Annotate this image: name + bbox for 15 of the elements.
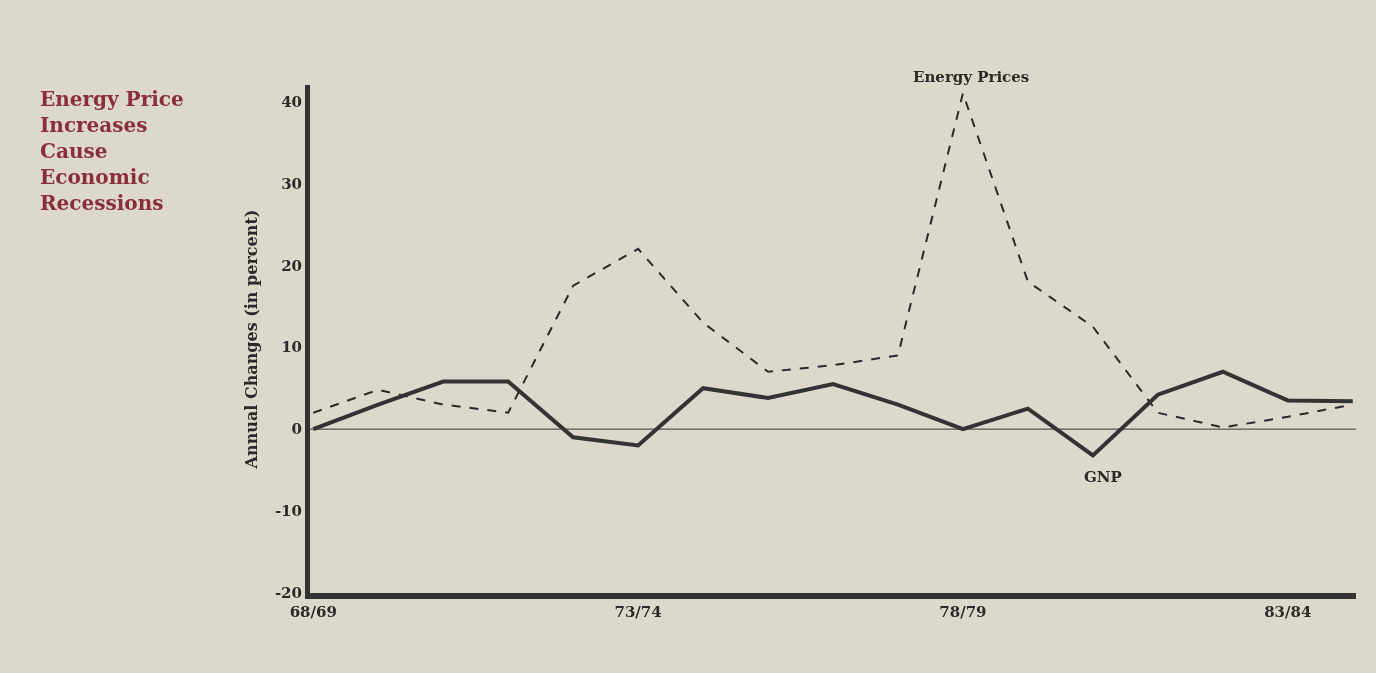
y-tick-label: 40 xyxy=(281,92,302,111)
y-tick-label: 20 xyxy=(281,256,302,275)
y-tick-label: -10 xyxy=(274,502,302,521)
series-label: Energy Prices xyxy=(913,68,1030,86)
y-axis-title: Annual Changes (in percent) xyxy=(241,209,261,470)
text: Energy Price Increases Cause Economic Recessions xyxy=(40,87,184,215)
y-tick-label: 0 xyxy=(291,420,302,439)
x-tick-label: 73/74 xyxy=(614,603,662,621)
x-tick-label: 83/84 xyxy=(1264,603,1312,621)
y-tick-label: -20 xyxy=(274,584,302,603)
y-tick-label: 30 xyxy=(281,174,302,193)
x-tick-label: 68/69 xyxy=(289,603,337,621)
series-label: GNP xyxy=(1084,468,1122,486)
y-tick-label: 10 xyxy=(281,338,302,357)
x-tick-label: 78/79 xyxy=(939,603,987,621)
